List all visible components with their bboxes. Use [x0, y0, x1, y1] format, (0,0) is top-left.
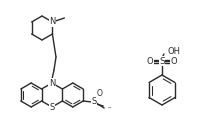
- Text: –: –: [107, 104, 111, 110]
- Text: O: O: [171, 56, 177, 65]
- Text: S: S: [159, 56, 165, 65]
- Text: OH: OH: [167, 48, 180, 56]
- Text: S: S: [92, 98, 97, 106]
- Text: N: N: [49, 18, 56, 26]
- Text: N: N: [49, 79, 55, 88]
- Text: S: S: [49, 102, 55, 112]
- Text: O: O: [147, 56, 153, 65]
- Text: O: O: [96, 89, 102, 99]
